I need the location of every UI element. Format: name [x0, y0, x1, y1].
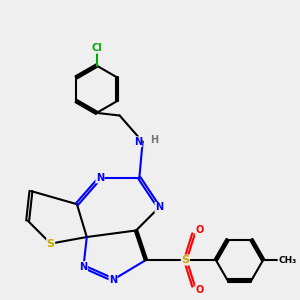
Text: Cl: Cl — [91, 43, 102, 53]
Text: O: O — [195, 226, 204, 236]
Text: N: N — [96, 173, 104, 183]
Text: O: O — [195, 285, 204, 295]
Text: CH₃: CH₃ — [278, 256, 297, 265]
Text: S: S — [47, 238, 55, 249]
Text: N: N — [80, 262, 88, 272]
Text: S: S — [181, 255, 189, 265]
Text: N: N — [155, 202, 163, 212]
Text: N: N — [109, 275, 117, 285]
Text: N: N — [134, 137, 142, 147]
Text: H: H — [150, 135, 158, 145]
